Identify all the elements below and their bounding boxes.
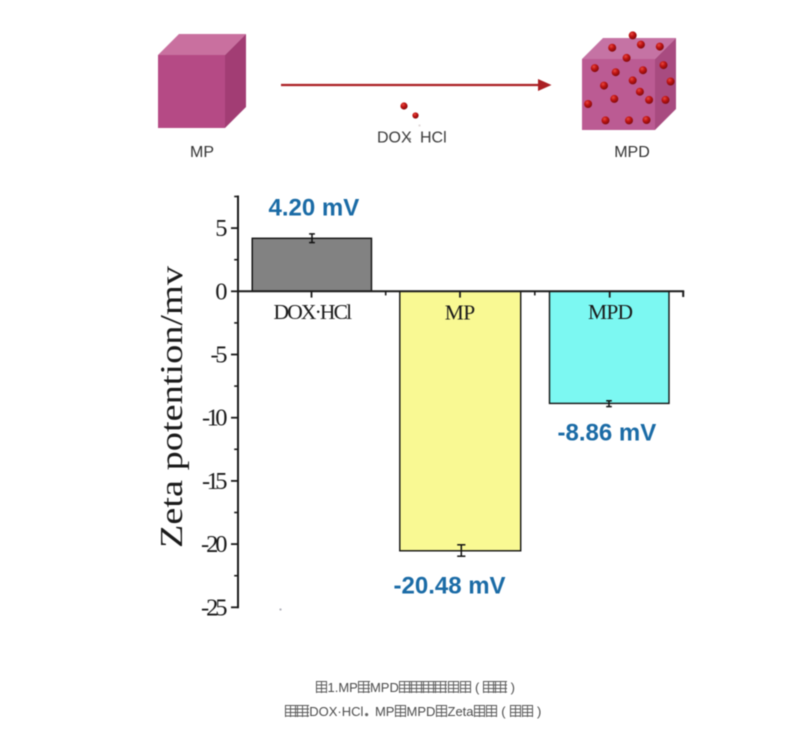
svg-text:MPD: MPD [588,300,633,324]
svg-text:-20.48 mV: -20.48 mV [394,572,506,599]
svg-text:5: 5 [215,215,227,242]
svg-text:MP: MP [445,301,476,325]
svg-text:4.20 mV: 4.20 mV [269,194,360,221]
svg-text:0: 0 [215,278,227,305]
svg-text:-20: -20 [201,531,228,558]
svg-text:DOX·HCl: DOX·HCl [274,300,353,324]
svg-text:-25: -25 [201,594,228,621]
svg-text:-5: -5 [211,342,228,369]
svg-text:Zeta potention/mv: Zeta potention/mv [153,266,189,548]
svg-text:MPD: MPD [614,144,650,161]
svg-text:HCl: HCl [420,130,447,147]
svg-text:MP: MP [190,144,214,161]
svg-text:-10: -10 [202,405,228,432]
svg-text:DOX: DOX [377,130,412,147]
svg-text:-15: -15 [202,468,228,495]
svg-text:-8.86 mV: -8.86 mV [558,419,657,446]
